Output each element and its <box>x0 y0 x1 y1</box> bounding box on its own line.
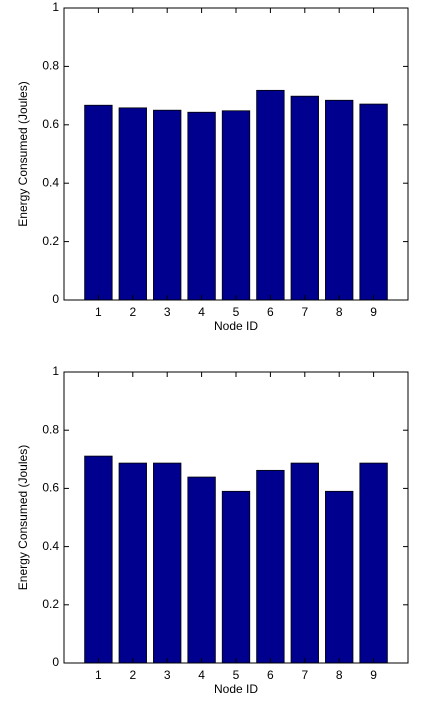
y-axis-label: Energy Consumed (Joules) <box>16 445 30 590</box>
y-tick-label: 0.6 <box>42 481 59 495</box>
y-tick-label: 1 <box>52 0 59 14</box>
x-tick-label: 1 <box>95 668 102 682</box>
x-tick-label: 2 <box>129 668 136 682</box>
bar <box>153 462 182 664</box>
bar <box>118 107 147 301</box>
y-tick-label: 0.4 <box>42 539 59 553</box>
bar <box>290 95 319 301</box>
x-tick-label: 9 <box>370 305 377 319</box>
bar <box>256 89 285 301</box>
x-tick-label: 7 <box>301 305 308 319</box>
x-tick-label: 3 <box>164 668 171 682</box>
bar <box>221 110 251 301</box>
bar <box>84 455 113 664</box>
y-tick-label: 0.8 <box>42 422 59 436</box>
x-axis-label: Node ID <box>214 682 258 696</box>
y-tick-label: 0 <box>52 292 59 306</box>
x-tick-label: 6 <box>267 305 274 319</box>
x-tick-label: 4 <box>198 668 205 682</box>
x-tick-label: 1 <box>95 305 102 319</box>
x-tick-label: 3 <box>164 305 171 319</box>
bar <box>290 462 319 664</box>
x-tick-label: 2 <box>129 305 136 319</box>
bar <box>187 111 216 301</box>
x-axis-label: Node ID <box>214 319 258 333</box>
bar <box>118 462 147 664</box>
y-tick-label: 0.2 <box>42 234 59 248</box>
bar <box>256 469 285 664</box>
y-tick-label: 0 <box>52 655 59 669</box>
y-tick-label: 0.8 <box>42 59 59 73</box>
bar <box>84 104 113 301</box>
y-axis-label: Energy Consumed (Joules) <box>16 81 30 226</box>
bar <box>153 109 182 301</box>
bar <box>359 462 388 664</box>
y-tick-label: 0.6 <box>42 117 59 131</box>
x-tick-label: 7 <box>301 668 308 682</box>
x-tick-label: 5 <box>233 305 240 319</box>
bar <box>325 99 354 301</box>
bar <box>221 490 251 664</box>
y-tick-label: 0.4 <box>42 175 59 189</box>
y-tick-label: 0.2 <box>42 597 59 611</box>
x-tick-label: 8 <box>336 668 343 682</box>
x-tick-label: 6 <box>267 668 274 682</box>
x-tick-label: 5 <box>233 668 240 682</box>
bar <box>325 490 354 664</box>
x-tick-label: 8 <box>336 305 343 319</box>
bar <box>359 103 388 301</box>
bar <box>187 476 216 664</box>
x-tick-label: 4 <box>198 305 205 319</box>
y-tick-label: 1 <box>52 364 59 378</box>
x-tick-label: 9 <box>370 668 377 682</box>
